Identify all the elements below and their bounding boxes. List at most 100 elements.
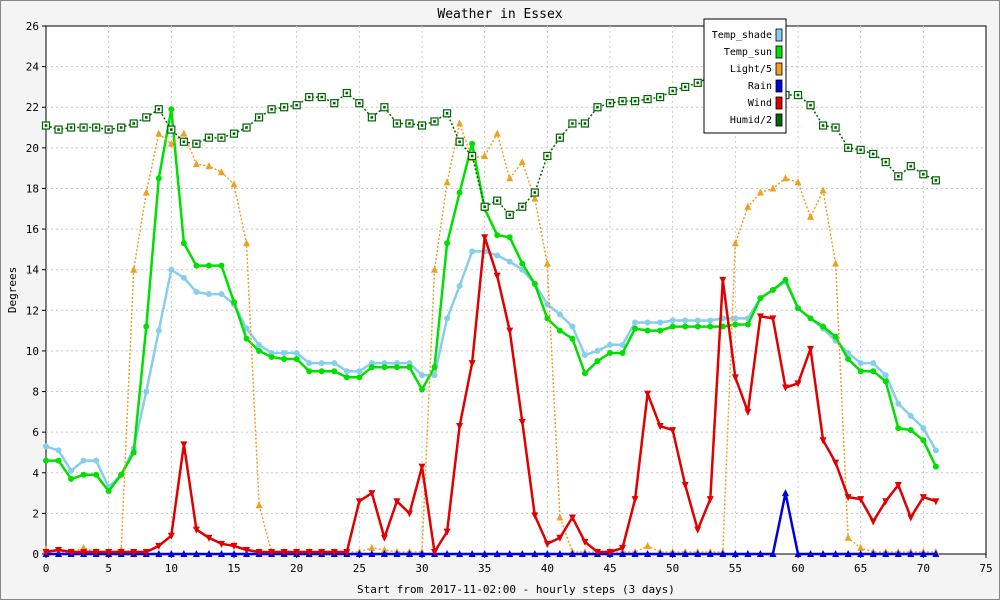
data-point-rain xyxy=(669,550,677,557)
data-point-wind xyxy=(744,408,752,416)
data-point-temp-shade xyxy=(907,412,914,419)
data-point-rain xyxy=(794,550,802,557)
data-point-wind xyxy=(606,548,614,556)
data-point-temp-sun xyxy=(343,374,350,381)
data-point-temp-sun xyxy=(882,378,889,385)
data-point-temp-sun xyxy=(707,323,714,330)
data-point-wind xyxy=(318,548,326,556)
data-point-temp-sun xyxy=(180,240,187,247)
data-point-wind xyxy=(205,534,213,542)
data-point-rain xyxy=(217,550,225,557)
data-point-center xyxy=(583,122,587,125)
data-point-center xyxy=(144,116,148,119)
data-point-temp-sun xyxy=(456,189,463,196)
data-point-wind xyxy=(255,548,263,556)
data-point-rain xyxy=(568,550,576,557)
data-point-wind xyxy=(832,459,840,467)
data-point-wind xyxy=(380,534,388,542)
data-point-rain xyxy=(368,550,376,557)
data-point-wind xyxy=(907,514,915,522)
data-point-temp-sun xyxy=(356,374,363,381)
data-point-light-5 xyxy=(431,265,439,273)
data-point-temp-sun xyxy=(556,327,563,334)
data-point-temp-shade xyxy=(93,457,100,464)
legend-swatch-humid-2 xyxy=(775,113,783,127)
data-point-rain xyxy=(456,550,464,557)
data-point-light-5 xyxy=(844,533,852,541)
data-point-center xyxy=(571,122,574,125)
data-point-center xyxy=(621,99,624,103)
data-point-wind xyxy=(418,463,426,471)
data-point-temp-shade xyxy=(356,368,363,375)
data-point-temp-shade xyxy=(43,443,49,450)
data-point-wind xyxy=(305,548,313,556)
data-point-wind xyxy=(568,514,576,522)
data-point-light-5 xyxy=(368,543,376,551)
x-axis-label: Start from 2017-11-02:00 - hourly steps … xyxy=(357,583,675,596)
data-point-rain xyxy=(656,550,664,557)
y-tick-label: 24 xyxy=(26,61,40,74)
data-point-wind xyxy=(894,481,902,489)
data-point-temp-sun xyxy=(682,323,689,330)
data-point-center xyxy=(107,128,110,131)
data-point-center xyxy=(307,95,311,99)
data-point-rain xyxy=(744,550,752,557)
data-point-light-5 xyxy=(217,168,225,176)
data-point-center xyxy=(470,154,474,158)
data-point-light-5 xyxy=(744,202,752,210)
data-point-center xyxy=(57,128,60,131)
data-point-center xyxy=(433,120,436,123)
data-point-temp-shade xyxy=(682,317,689,324)
data-point-light-5 xyxy=(205,162,213,170)
data-point-light-5 xyxy=(380,545,388,553)
data-point-center xyxy=(546,154,549,158)
data-point-temp-sun xyxy=(757,295,764,302)
data-point-rain xyxy=(882,550,890,557)
data-point-rain xyxy=(819,550,827,557)
data-point-temp-sun xyxy=(205,262,212,269)
data-point-temp-shade xyxy=(218,291,225,298)
data-point-temp-shade xyxy=(456,282,463,289)
data-point-center xyxy=(320,95,324,99)
data-point-wind xyxy=(293,548,301,556)
data-point-light-5 xyxy=(167,139,175,147)
data-point-rain xyxy=(869,550,877,557)
data-point-center xyxy=(508,213,512,217)
data-point-center xyxy=(859,148,862,152)
data-point-wind xyxy=(192,526,200,534)
data-point-center xyxy=(608,101,612,105)
data-point-temp-sun xyxy=(193,262,200,269)
data-point-wind xyxy=(393,498,401,506)
data-point-light-5 xyxy=(493,129,501,137)
data-point-temp-shade xyxy=(669,317,676,324)
data-point-light-5 xyxy=(807,212,815,220)
x-tick-label: 70 xyxy=(917,562,930,575)
data-point-temp-sun xyxy=(807,315,814,322)
series-line-temp-sun xyxy=(46,108,938,493)
data-point-temp-shade xyxy=(155,327,162,334)
data-point-temp-shade xyxy=(506,258,513,265)
data-point-temp-sun xyxy=(93,471,100,478)
data-point-center xyxy=(884,160,888,164)
data-point-center xyxy=(82,126,85,129)
data-point-temp-sun xyxy=(531,280,538,287)
data-point-rain xyxy=(932,550,940,557)
data-point-light-5 xyxy=(230,180,238,188)
data-point-temp-sun xyxy=(607,349,613,356)
x-tick-label: 60 xyxy=(791,562,804,575)
x-tick-label: 40 xyxy=(541,562,554,575)
data-point-temp-sun xyxy=(130,449,137,456)
data-point-center xyxy=(696,81,700,85)
data-point-center xyxy=(245,126,248,129)
data-point-temp-shade xyxy=(243,325,250,332)
data-point-wind xyxy=(857,496,865,504)
data-point-center xyxy=(834,126,837,129)
data-point-center xyxy=(821,124,825,127)
data-point-wind xyxy=(882,498,890,506)
data-point-temp-sun xyxy=(43,457,49,464)
x-tick-label: 55 xyxy=(729,562,742,575)
data-point-temp-shade xyxy=(644,319,651,326)
data-point-temp-sun xyxy=(406,364,413,371)
y-tick-label: 22 xyxy=(26,101,39,114)
data-point-light-5 xyxy=(142,188,150,196)
